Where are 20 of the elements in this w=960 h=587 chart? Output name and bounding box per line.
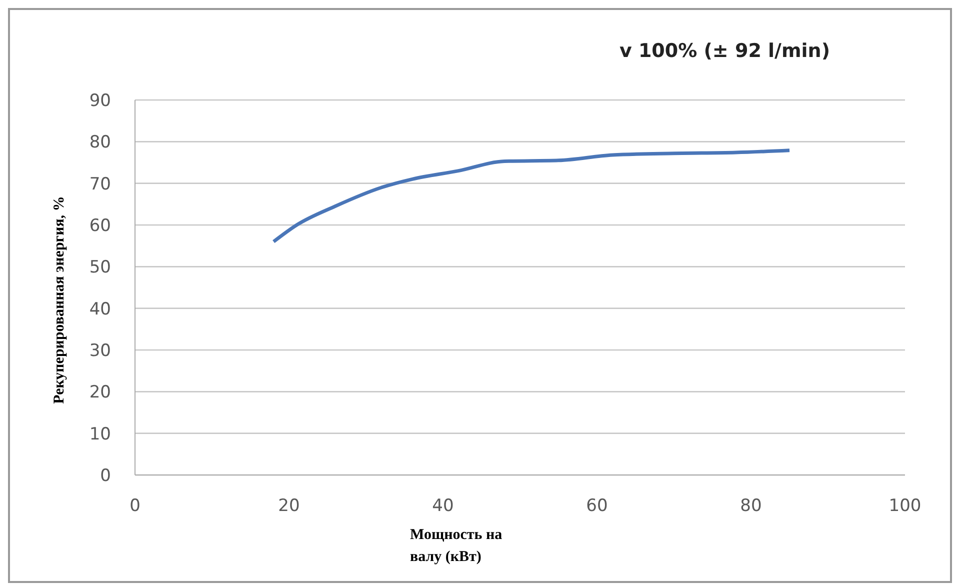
- chart-title: v 100% (± 92 l/min): [619, 40, 830, 62]
- y-tick-label: 60: [89, 216, 111, 236]
- x-tick-label: 40: [432, 496, 454, 516]
- y-tick-label: 0: [100, 466, 111, 486]
- y-tick-label: 10: [89, 424, 111, 444]
- y-tick-label: 70: [89, 174, 111, 194]
- y-axis-title: Рекуперированная энергия, %: [52, 196, 68, 404]
- x-tick-label: 20: [278, 496, 300, 516]
- x-tick-label: 80: [740, 496, 762, 516]
- y-tick-label: 50: [89, 258, 111, 278]
- x-axis-title: Мощность на валу (кВт): [410, 526, 504, 567]
- y-tick-label: 90: [89, 91, 111, 112]
- line-series: [272, 148, 792, 244]
- y-tick-label: 80: [89, 132, 111, 153]
- y-tick-label: 30: [89, 341, 111, 362]
- x-tick-label: 100: [888, 496, 922, 516]
- x-tick-label: 0: [130, 496, 140, 516]
- x-tick-label: 60: [586, 496, 608, 516]
- y-tick-label: 40: [89, 299, 111, 320]
- y-tick-label: 20: [89, 382, 111, 403]
